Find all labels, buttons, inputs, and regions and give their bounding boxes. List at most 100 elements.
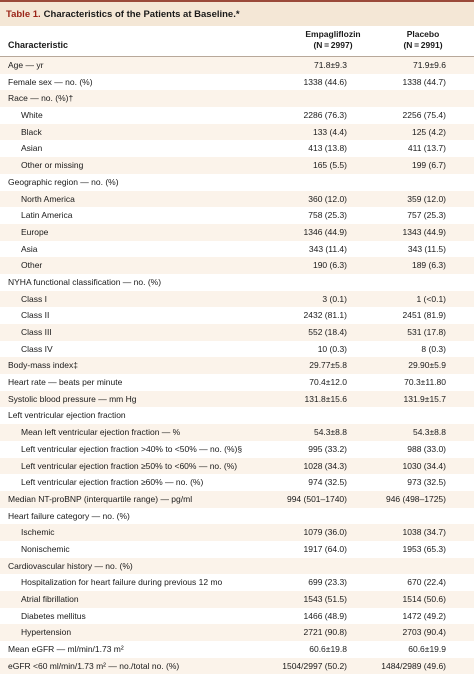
- header-placebo-n: (N = 2991): [403, 40, 443, 50]
- row-label: Hospitalization for heart failure during…: [21, 577, 223, 588]
- placebo-value: 1338 (44.7): [402, 76, 446, 87]
- empagliflozin-value: 552 (18.4): [308, 327, 347, 337]
- row-label: Female sex — no. (%): [8, 76, 93, 87]
- empagliflozin-value: 133 (4.4): [312, 126, 347, 137]
- row-label: Asia: [21, 243, 38, 254]
- placebo-value: 70.3±11.80: [404, 377, 446, 388]
- empagliflozin-value: 1504/2997 (50.2): [282, 660, 347, 671]
- row-label: Ischemic: [21, 527, 55, 538]
- row-label: Class III: [21, 327, 52, 337]
- placebo-value: 411 (13.7): [407, 143, 446, 154]
- table-row: Heart failure category — no. (%): [0, 508, 474, 525]
- placebo-value: 8 (0.3): [421, 343, 446, 354]
- table-row: White 2286 (76.3) 2256 (75.4): [0, 107, 474, 124]
- table-row: NYHA functional classification — no. (%): [0, 274, 474, 291]
- empagliflozin-value: 10 (0.3): [317, 343, 347, 354]
- empagliflozin-value: 71.8±9.3: [313, 60, 347, 70]
- empagliflozin-value: 2721 (90.8): [303, 627, 347, 638]
- placebo-value: 1514 (50.6): [402, 594, 446, 604]
- placebo-value: 131.9±15.7: [403, 393, 446, 404]
- row-label: Left ventricular ejection fraction ≥60% …: [21, 477, 204, 488]
- table-row: Hospitalization for heart failure during…: [0, 574, 474, 591]
- table-row: Europe 1346 (44.9) 1343 (44.9): [0, 223, 474, 241]
- empagliflozin-value: 3 (0.1): [322, 293, 347, 304]
- empagliflozin-value: 413 (13.8): [308, 143, 347, 154]
- table-row: Class I 3 (0.1) 1 (<0.1): [0, 290, 474, 308]
- placebo-value: 1953 (65.3): [402, 543, 446, 554]
- placebo-value: 1038 (34.7): [402, 527, 446, 538]
- row-label: Heart failure category — no. (%): [8, 510, 130, 521]
- table-body: Age — yr 71.8±9.3 71.9±9.6 Female sex — no.…: [0, 57, 474, 674]
- placebo-value: 125 (4.2): [411, 126, 446, 137]
- row-label: Left ventricular ejection fraction: [8, 410, 126, 421]
- empagliflozin-value: 54.3±8.8: [313, 427, 347, 438]
- table-row: Class II 2432 (81.1) 2451 (81.9): [0, 307, 474, 324]
- placebo-value: 54.3±8.8: [412, 427, 446, 438]
- table-row: Age — yr 71.8±9.3 71.9±9.6: [0, 57, 474, 74]
- row-label: Cardiovascular history — no. (%): [8, 560, 133, 571]
- table-row: Left ventricular ejection fraction ≥50% …: [0, 457, 474, 475]
- empagliflozin-value: 1346 (44.9): [303, 226, 347, 237]
- row-label: Body-mass index‡: [8, 360, 78, 371]
- row-label: Diabetes mellitus: [21, 610, 86, 621]
- placebo-value: 946 (498–1725): [385, 493, 446, 504]
- table-row: Other or missing 165 (5.5) 199 (6.7): [0, 157, 474, 174]
- table-row: Class III 552 (18.4) 531 (17.8): [0, 324, 474, 341]
- row-label: Race — no. (%)†: [8, 93, 74, 104]
- table-label: Table 1.: [6, 8, 41, 20]
- placebo-value: 1030 (34.4): [402, 460, 446, 471]
- empagliflozin-value: 2432 (81.1): [303, 310, 347, 321]
- row-label: Class IV: [21, 343, 53, 354]
- empagliflozin-value: 974 (32.5): [308, 477, 347, 488]
- placebo-value: 2451 (81.9): [402, 310, 446, 321]
- empagliflozin-value: 190 (6.3): [312, 260, 347, 271]
- empagliflozin-value: 70.4±12.0: [309, 377, 347, 388]
- table-row: Class IV 10 (0.3) 8 (0.3): [0, 341, 474, 358]
- header-placebo: Placebo (N = 2991): [373, 29, 473, 51]
- empagliflozin-value: 994 (501–1740): [286, 493, 347, 504]
- empagliflozin-value: 758 (25.3): [308, 210, 347, 221]
- placebo-value: 1484/2989 (49.6): [381, 660, 446, 671]
- table-title: Characteristics of the Patients at Basel…: [43, 8, 240, 20]
- empagliflozin-value: 1466 (48.9): [303, 610, 347, 621]
- placebo-value: 60.6±19.9: [408, 644, 446, 655]
- placebo-value: 343 (11.5): [407, 243, 446, 254]
- header-empagliflozin-n: (N = 2997): [313, 40, 353, 50]
- header-empagliflozin-name: Empagliflozin: [305, 29, 361, 39]
- row-label: Left ventricular ejection fraction ≥50% …: [21, 460, 238, 471]
- table-row: Black 133 (4.4) 125 (4.2): [0, 123, 474, 141]
- empagliflozin-value: 60.6±19.8: [309, 644, 347, 655]
- table-row: Median NT-proBNP (interquartile range) —…: [0, 490, 474, 508]
- table-row: North America 360 (12.0) 359 (12.0): [0, 190, 474, 208]
- header-empagliflozin: Empagliflozin (N = 2997): [283, 29, 383, 51]
- table-title-bar: Table 1. Characteristics of the Patients…: [0, 0, 474, 26]
- row-label: eGFR <60 ml/min/1.73 m² — no./total no. …: [8, 660, 180, 671]
- row-label: Mean eGFR — ml/min/1.73 m²: [8, 644, 124, 655]
- row-label: Atrial fibrillation: [21, 594, 79, 604]
- row-label: Hypertension: [21, 627, 72, 638]
- row-label: Latin America: [21, 210, 73, 221]
- row-label: White: [21, 110, 43, 121]
- placebo-value: 189 (6.3): [411, 260, 446, 271]
- row-label: Median NT-proBNP (interquartile range) —…: [8, 493, 193, 504]
- table-row: Left ventricular ejection fraction: [0, 407, 474, 424]
- placebo-value: 531 (17.8): [407, 327, 446, 337]
- row-label: Asian: [21, 143, 43, 154]
- header-characteristic: Characteristic: [8, 40, 69, 50]
- table-row: Race — no. (%)†: [0, 90, 474, 108]
- table-row: Geographic region — no. (%): [0, 174, 474, 191]
- table-row: Ischemic 1079 (36.0) 1038 (34.7): [0, 524, 474, 541]
- placebo-value: 1472 (49.2): [402, 610, 446, 621]
- empagliflozin-value: 1543 (51.5): [303, 594, 347, 604]
- placebo-value: 1 (<0.1): [416, 293, 446, 304]
- placebo-value: 29.90±5.9: [408, 360, 446, 371]
- table-row: Cardiovascular history — no. (%): [0, 557, 474, 575]
- row-label: North America: [21, 193, 75, 204]
- row-label: Mean left ventricular ejection fraction …: [21, 427, 181, 438]
- row-label: NYHA functional classification — no. (%): [8, 276, 162, 287]
- table-row: Nonischemic 1917 (64.0) 1953 (65.3): [0, 541, 474, 558]
- empagliflozin-value: 2286 (76.3): [303, 110, 347, 121]
- placebo-value: 359 (12.0): [407, 193, 446, 204]
- empagliflozin-value: 1917 (64.0): [303, 543, 347, 554]
- table-row: Asian 413 (13.8) 411 (13.7): [0, 140, 474, 157]
